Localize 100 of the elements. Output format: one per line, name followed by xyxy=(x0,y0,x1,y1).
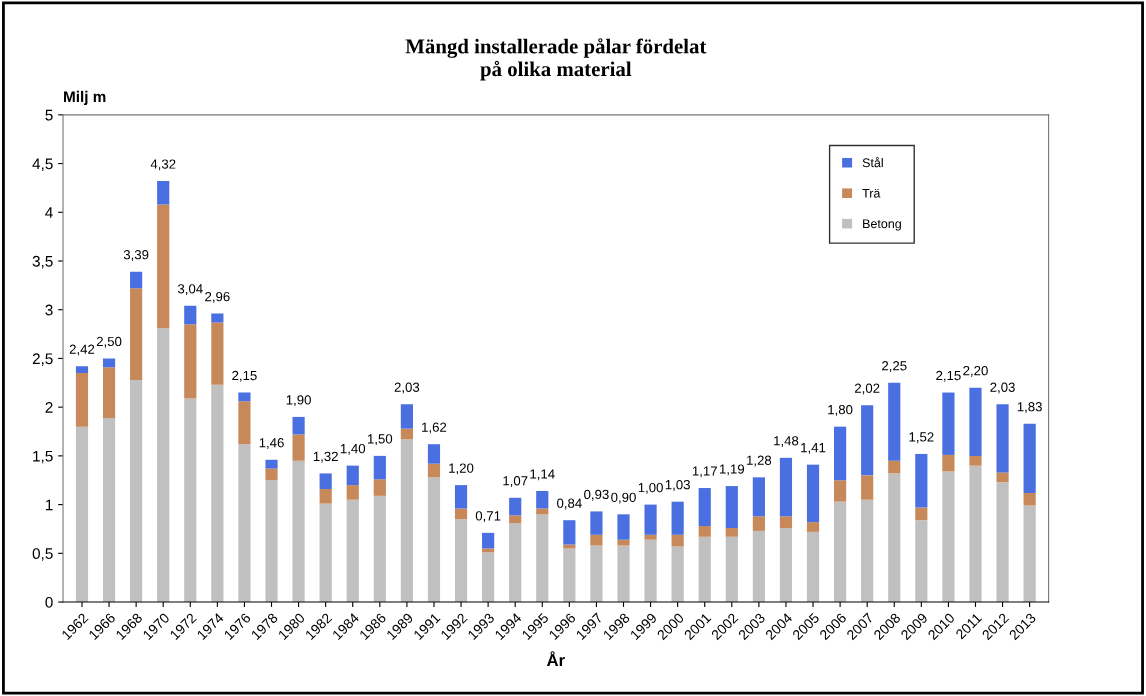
bar xyxy=(644,539,657,603)
bar xyxy=(644,504,657,535)
bar xyxy=(400,439,413,603)
y-tick-label: 3,5 xyxy=(32,255,53,269)
total-label: 4,32 xyxy=(150,159,176,171)
total-label: 1,00 xyxy=(638,482,663,494)
bar xyxy=(157,204,170,329)
total-label: 0,93 xyxy=(584,489,609,501)
bar xyxy=(996,482,1009,603)
bar xyxy=(942,471,955,603)
bar xyxy=(536,490,549,509)
total-label: 2,03 xyxy=(990,382,1015,394)
bar xyxy=(671,534,684,547)
bar xyxy=(806,522,820,532)
total-label: 1,17 xyxy=(692,466,717,478)
bar xyxy=(102,417,116,603)
bar xyxy=(806,531,820,603)
bar xyxy=(752,530,765,603)
total-label: 2,02 xyxy=(855,383,880,395)
y-tick-label: 0,5 xyxy=(32,548,53,561)
y-tick-label: 5 xyxy=(45,109,53,121)
bar xyxy=(563,548,576,603)
bar xyxy=(130,379,143,603)
bar xyxy=(211,313,224,323)
bar xyxy=(834,501,847,603)
bar xyxy=(509,523,522,603)
bar xyxy=(319,489,332,504)
bar xyxy=(725,527,738,537)
legend-label: Betong xyxy=(863,219,901,231)
bar xyxy=(779,516,793,528)
total-label: 1,90 xyxy=(286,395,311,407)
bar xyxy=(75,426,89,603)
bar xyxy=(617,514,630,540)
bar xyxy=(536,514,549,603)
bar xyxy=(292,460,305,603)
bar xyxy=(969,455,982,466)
bar xyxy=(1023,492,1036,506)
total-label: 0,71 xyxy=(475,511,501,523)
total-label: 1,28 xyxy=(747,455,772,467)
bar xyxy=(590,545,603,603)
bar xyxy=(238,392,251,402)
total-label: 2,03 xyxy=(394,382,420,394)
bar xyxy=(915,507,928,521)
y-tick-label: 3 xyxy=(45,304,53,316)
bar xyxy=(75,373,89,427)
bar xyxy=(779,457,793,517)
total-label: 1,50 xyxy=(367,434,393,446)
total-label: 1,14 xyxy=(530,469,555,481)
bar xyxy=(861,475,874,500)
total-label: 1,83 xyxy=(1017,402,1042,413)
bar xyxy=(888,382,901,461)
bar xyxy=(346,485,359,500)
legend-label: Trä xyxy=(862,188,881,198)
total-label: 1,19 xyxy=(719,464,745,476)
bar xyxy=(400,404,413,429)
x-axis-title: År xyxy=(546,651,565,666)
bar xyxy=(725,486,738,528)
bar xyxy=(617,539,630,546)
total-label: 1,80 xyxy=(828,404,853,416)
bar xyxy=(617,545,630,603)
bar xyxy=(915,453,928,508)
y-axis-title: Milj m xyxy=(64,90,106,106)
chart-title: Mängd installerade pålar fördelat på olika material xyxy=(405,38,707,81)
bar xyxy=(427,463,441,478)
total-label: 0,90 xyxy=(611,492,636,504)
bar xyxy=(536,508,549,515)
total-label: 2,15 xyxy=(232,370,257,382)
bar xyxy=(752,477,765,517)
total-label: 1,03 xyxy=(665,479,690,491)
bar xyxy=(969,465,982,603)
bar xyxy=(779,527,793,603)
bar xyxy=(346,499,359,603)
total-label: 2,96 xyxy=(205,291,230,303)
bar xyxy=(427,477,441,603)
bar xyxy=(157,181,170,205)
y-tick-label: 4 xyxy=(45,207,53,218)
bar xyxy=(671,546,684,603)
bar xyxy=(373,479,386,496)
y-tick-label: 4,5 xyxy=(32,158,53,172)
bar xyxy=(698,536,711,603)
bar xyxy=(265,468,278,481)
bar xyxy=(834,426,847,481)
bar xyxy=(942,454,955,472)
bar xyxy=(346,465,359,486)
bar xyxy=(373,495,386,603)
bar xyxy=(996,404,1009,473)
total-label: 3,04 xyxy=(177,284,203,296)
bar xyxy=(1023,423,1036,493)
bar xyxy=(482,532,495,549)
bar xyxy=(400,428,413,440)
y-tick-label: 1 xyxy=(45,499,53,511)
bar xyxy=(211,384,224,603)
bar xyxy=(590,511,603,535)
bar xyxy=(184,324,197,399)
bar xyxy=(373,455,386,480)
total-label: 1,40 xyxy=(340,443,366,455)
bar xyxy=(75,366,89,374)
y-tick-label: 0 xyxy=(45,596,53,608)
bar xyxy=(509,515,522,524)
bar xyxy=(427,444,441,464)
